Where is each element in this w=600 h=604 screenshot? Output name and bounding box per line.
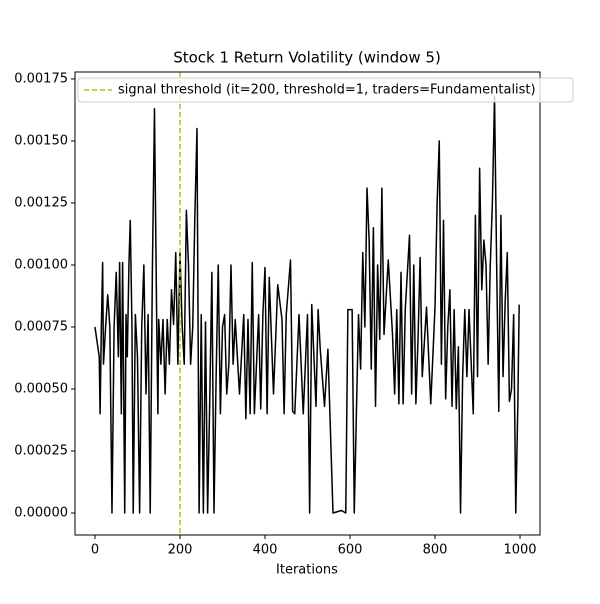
y-tick-label: 0.00100 (14, 257, 68, 272)
legend-label: signal threshold (it=200, threshold=1, t… (118, 83, 536, 98)
data-line (94, 95, 520, 514)
y-tick-label: 0.00075 (14, 319, 68, 334)
x-tick-label: 800 (423, 543, 448, 558)
y-tick-label: 0.00025 (14, 443, 68, 458)
x-tick-label: 1000 (503, 543, 536, 558)
x-tick-label: 600 (338, 543, 363, 558)
y-tick-label: 0.00125 (14, 195, 68, 210)
plot-frame (74, 71, 541, 536)
chart-title: Stock 1 Return Volatility (window 5) (173, 49, 441, 67)
legend-box (77, 77, 574, 103)
y-tick-label: 0.00050 (14, 381, 68, 396)
y-tick-label: 0.00175 (14, 71, 68, 86)
x-tick-label: 200 (168, 543, 193, 558)
y-tick-label: 0.00150 (14, 133, 68, 148)
x-tick-label: 400 (253, 543, 278, 558)
x-axis-label: Iterations (276, 563, 338, 578)
x-tick-label: 0 (91, 543, 99, 558)
y-tick-label: 0.00000 (14, 505, 68, 520)
